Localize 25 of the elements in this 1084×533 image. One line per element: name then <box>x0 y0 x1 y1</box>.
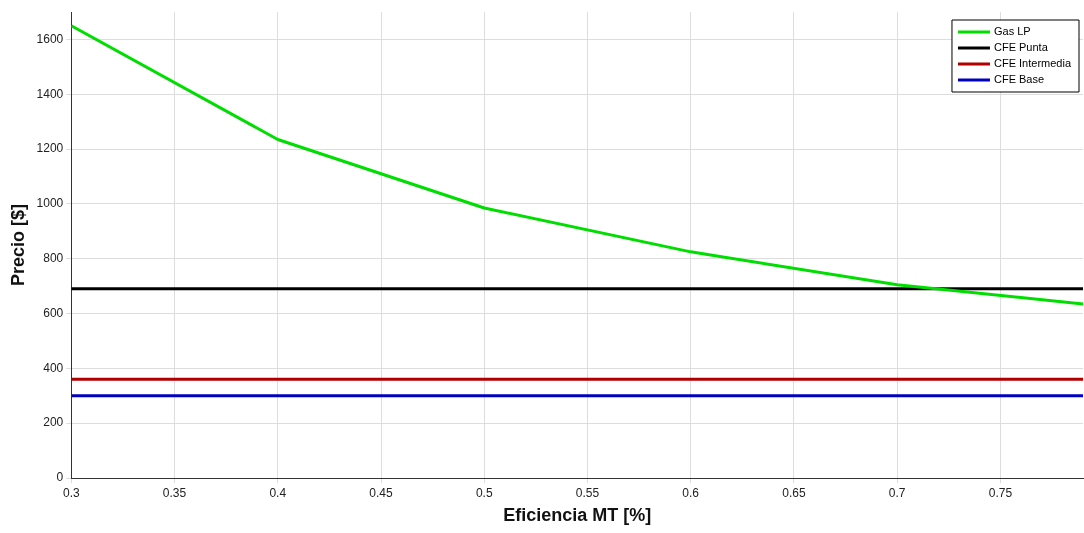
y-tick-label: 600 <box>43 305 64 320</box>
y-tick-label: 0 <box>56 470 64 485</box>
x-tick-label: 0.65 <box>782 485 806 500</box>
x-tick-label: 0.4 <box>269 485 287 500</box>
x-tick-label: 0.6 <box>682 485 700 500</box>
x-tick-label: 0.55 <box>575 485 600 500</box>
x-tick-label: 0.75 <box>988 485 1013 500</box>
x-tick-label: 0.5 <box>475 485 493 500</box>
y-tick-label: 400 <box>43 360 64 375</box>
x-tick-label: 0.3 <box>62 485 80 500</box>
legend-label: CFE Base <box>993 73 1045 86</box>
y-tick-label: 1000 <box>36 196 64 211</box>
x-axis-title: Eficiencia MT [%] <box>503 505 652 526</box>
legend-label: CFE Intermedia <box>993 57 1072 70</box>
y-tick-label: 1200 <box>36 141 64 156</box>
y-tick-label: 1600 <box>36 31 64 46</box>
y-tick-label: 200 <box>43 415 64 430</box>
x-tick-label: 0.7 <box>888 485 906 500</box>
x-tick-label: 0.35 <box>162 485 187 500</box>
legend-label: Gas LP <box>993 25 1031 38</box>
x-tick-label: 0.45 <box>369 485 393 500</box>
legend-label: CFE Punta <box>993 41 1049 54</box>
y-tick-label: 1400 <box>36 86 64 101</box>
y-axis-title: Precio [$] <box>7 203 28 287</box>
y-tick-label: 800 <box>43 251 64 266</box>
